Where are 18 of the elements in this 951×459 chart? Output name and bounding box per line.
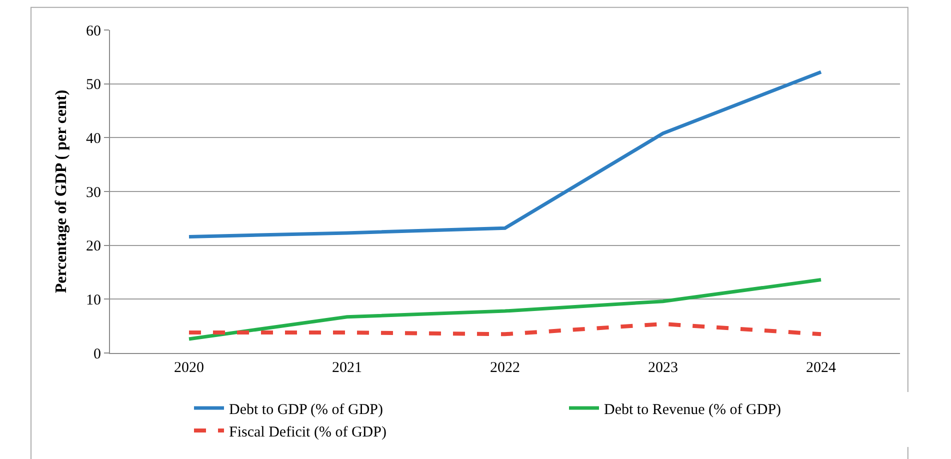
y-tick-label: 40 <box>86 130 101 147</box>
legend-label: Fiscal Deficit (% of GDP) <box>229 424 386 440</box>
x-tick-label: 2022 <box>490 360 520 376</box>
y-tick-label: 20 <box>86 238 101 255</box>
y-tick-label: 30 <box>86 184 101 201</box>
y-tick-label: 60 <box>86 23 101 40</box>
legend-label: Debt to GDP (% of GDP) <box>229 402 384 418</box>
line-series <box>187 278 823 341</box>
x-tick-label: 2024 <box>806 360 836 376</box>
x-tick-label: 2020 <box>174 360 204 376</box>
x-tick-label: 2023 <box>648 360 678 376</box>
y-tick-label: 0 <box>94 346 101 362</box>
legend-label: Debt to Revenue (% of GDP) <box>604 402 782 418</box>
y-tick-label: 50 <box>86 77 101 94</box>
y-tick-label: 10 <box>86 292 101 308</box>
x-tick-label: 2021 <box>332 360 362 376</box>
y-axis-title: Percentage of GDP ( per cent) <box>52 90 70 294</box>
line-series <box>187 70 823 238</box>
